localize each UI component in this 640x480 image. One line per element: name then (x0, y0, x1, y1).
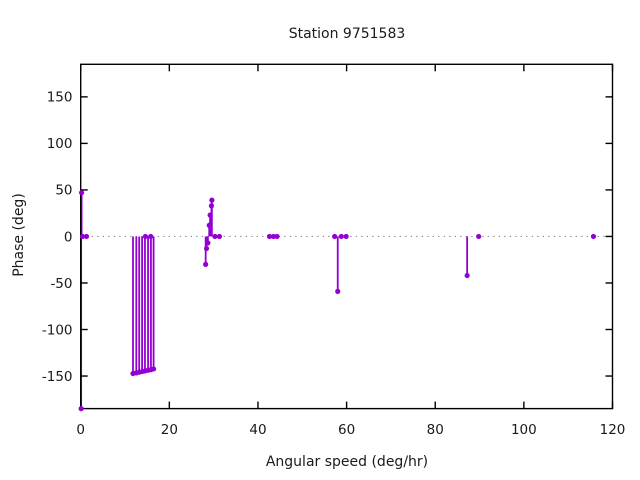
data-point (203, 245, 210, 252)
data-point (209, 197, 215, 203)
data-point (335, 288, 341, 294)
x-tick-label: 120 (600, 422, 626, 438)
data-point (78, 406, 84, 412)
y-tick-label: -150 (42, 369, 73, 385)
x-tick-label: 0 (76, 422, 85, 438)
x-tick-label: 100 (511, 422, 537, 438)
data-point (590, 233, 597, 240)
data-point (207, 212, 213, 218)
x-tick-label: 80 (427, 422, 444, 438)
y-tick-label: 50 (55, 183, 72, 199)
data-point (274, 233, 280, 240)
data-point (148, 233, 154, 240)
data-point (151, 366, 157, 372)
y-tick-label: 100 (47, 136, 73, 152)
y-tick-label: 150 (47, 90, 73, 106)
data-point (212, 233, 218, 240)
x-tick-label: 20 (161, 422, 178, 438)
data-point (266, 233, 273, 240)
data-point (83, 233, 90, 240)
data-point (464, 272, 470, 279)
data-point (203, 261, 209, 267)
y-tick-label: -50 (50, 276, 72, 292)
data-point (142, 233, 149, 240)
data-point (343, 233, 349, 240)
data-point (78, 190, 85, 196)
x-tick-label: 60 (338, 422, 355, 438)
data-point (208, 203, 215, 209)
data-point (476, 233, 482, 240)
data-point (205, 240, 211, 246)
y-tick-label: 0 (64, 229, 73, 245)
data-point (338, 233, 344, 240)
x-tick-label: 40 (249, 422, 266, 438)
data-point (216, 233, 223, 240)
x-axis-label: Angular speed (deg/hr) (265, 454, 429, 470)
data-point (332, 233, 338, 240)
y-tick-label: -100 (42, 322, 73, 338)
data-point (206, 222, 212, 228)
data-point (79, 233, 86, 240)
chart-title: Station 9751583 (288, 26, 406, 42)
